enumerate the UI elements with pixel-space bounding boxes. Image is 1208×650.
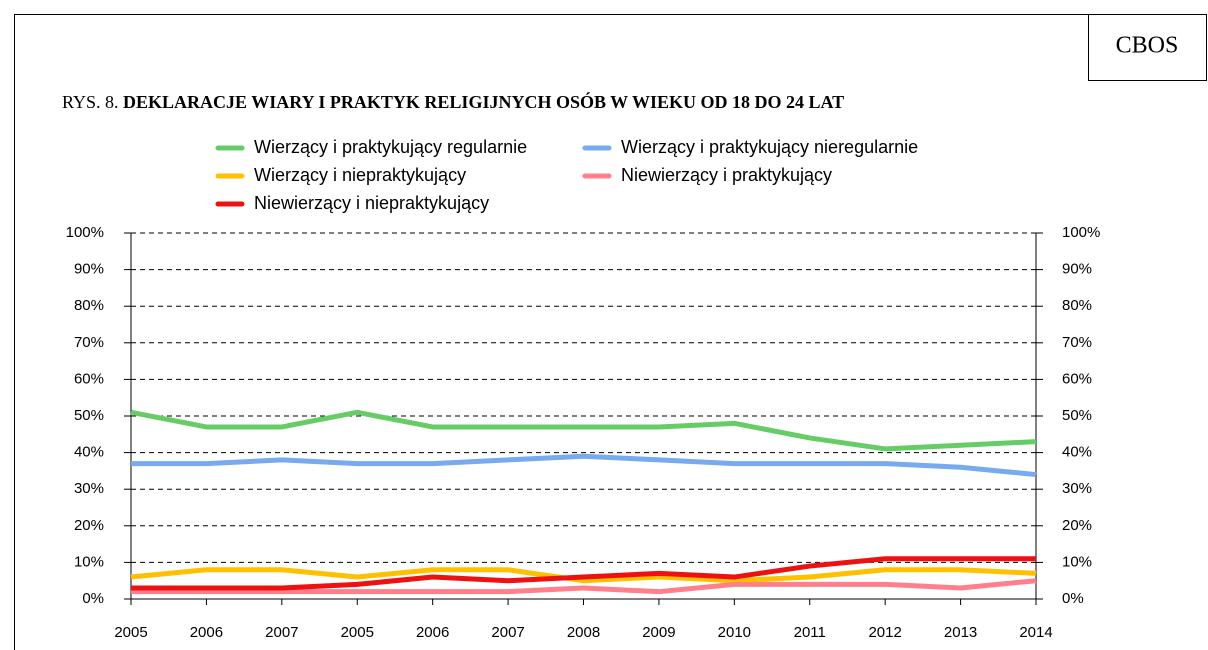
y2-tick-label: 90% <box>1062 261 1092 278</box>
legend-label: Wierzący i praktykujący nieregularnie <box>621 137 918 157</box>
frame <box>14 14 1207 650</box>
y2-tick-label: 20% <box>1062 517 1092 534</box>
y-tick-label: 60% <box>74 370 104 387</box>
brand: CBOS <box>1116 33 1179 59</box>
series-line <box>130 409 1037 452</box>
y2-tick-label: 80% <box>1062 297 1092 314</box>
title: RYS. 8. DEKLARACJE WIARY I PRAKTYK RELIG… <box>62 91 844 112</box>
figure-label: RYS. 8. <box>62 92 119 112</box>
y2-tick-label: 10% <box>1062 553 1092 570</box>
x-tick-label: 2012 <box>868 624 901 641</box>
y-tick-label: 50% <box>74 407 104 424</box>
series-line <box>131 556 1036 591</box>
legend-label: Wierzący i praktykujący regularnie <box>254 137 527 157</box>
series-line <box>130 567 1037 584</box>
y-tick-label: 20% <box>74 517 104 534</box>
y2-tick-label: 100% <box>1062 224 1100 241</box>
x-tick-label: 2006 <box>416 624 449 641</box>
legend-label: Niewierzący i praktykujący <box>621 165 832 185</box>
y-tick-label: 80% <box>74 297 104 314</box>
x-tick-label: 2006 <box>190 624 223 641</box>
y-tick-label: 0% <box>82 590 104 607</box>
chart-title: DEKLARACJE WIARY I PRAKTYK RELIGIJNYCH O… <box>123 91 844 112</box>
series-line <box>131 453 1037 478</box>
x-tick-label: 2011 <box>794 624 826 641</box>
y-tick-label: 90% <box>74 261 104 278</box>
y-tick-label: 10% <box>74 553 104 570</box>
x-tick-label: 2010 <box>718 624 751 641</box>
y2-tick-label: 30% <box>1062 480 1092 497</box>
y2-tick-label: 40% <box>1062 444 1092 461</box>
y-tick-label: 30% <box>74 480 104 497</box>
y2-tick-label: 50% <box>1062 407 1092 424</box>
x-tick-label: 2013 <box>944 624 977 641</box>
x-tick-label: 2007 <box>491 624 524 641</box>
y-tick-label: 70% <box>74 334 104 351</box>
x-tick-label: 2005 <box>114 624 147 641</box>
y-tick-label: 100% <box>66 224 104 241</box>
x-tick-label: 2014 <box>1019 624 1052 641</box>
legend-label: Niewierzący i niepraktykujący <box>254 193 489 213</box>
x-tick-label: 2005 <box>341 624 374 641</box>
legend-label: Wierzący i niepraktykujący <box>254 165 466 185</box>
y-tick-label: 40% <box>74 444 104 461</box>
y2-tick-label: 70% <box>1062 334 1092 351</box>
y2-tick-label: 60% <box>1062 370 1092 387</box>
series-line <box>131 578 1037 595</box>
x-tick-label: 2007 <box>265 624 298 641</box>
y2-tick-label: 0% <box>1062 590 1084 607</box>
x-tick-label: 2009 <box>642 624 675 641</box>
x-tick-label: 2008 <box>567 624 600 641</box>
